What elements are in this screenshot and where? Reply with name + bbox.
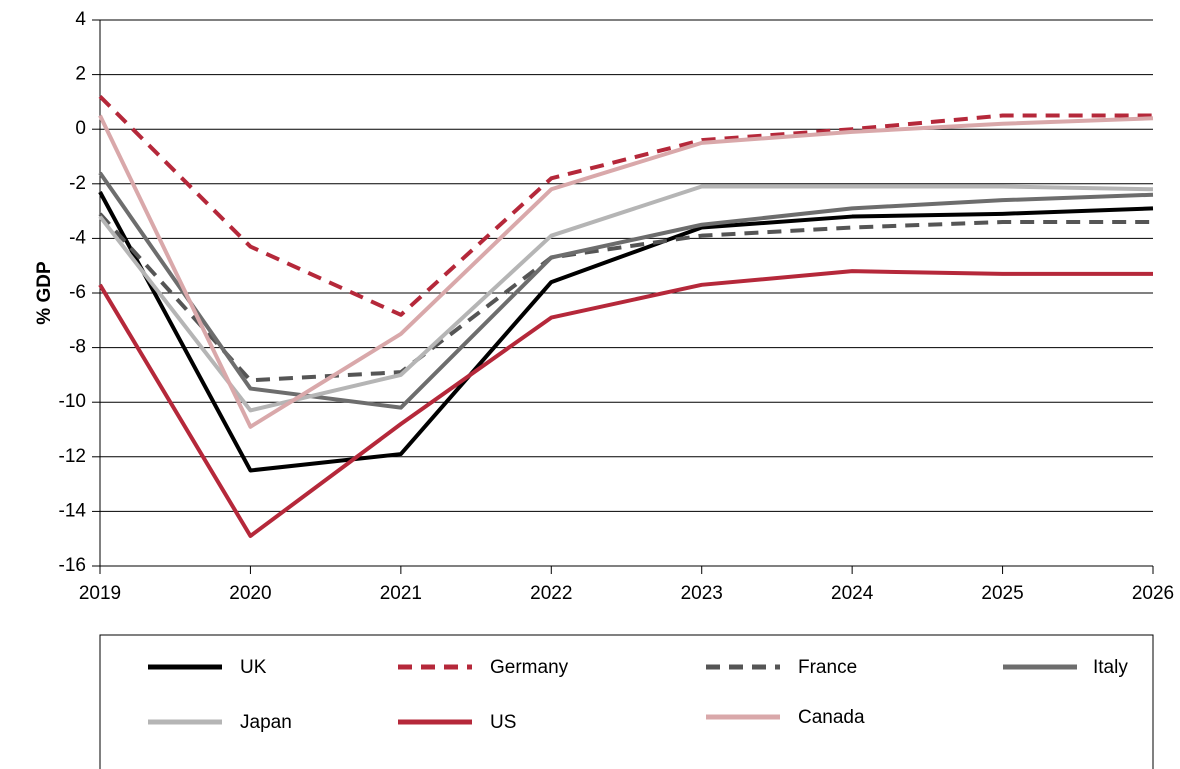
series-line bbox=[98, 184, 1154, 413]
legend-label: France bbox=[798, 657, 857, 678]
y-tick-label: -8 bbox=[69, 337, 86, 358]
y-tick-label: -14 bbox=[59, 500, 87, 521]
legend-label: Canada bbox=[798, 707, 865, 728]
y-tick-label: -16 bbox=[59, 555, 86, 576]
y-tick-label: 2 bbox=[75, 64, 86, 85]
x-tick-label: 2019 bbox=[79, 583, 121, 604]
legend-label: US bbox=[490, 712, 516, 733]
y-tick-label: -12 bbox=[59, 446, 86, 467]
y-tick-label: -4 bbox=[69, 227, 86, 248]
y-tick-label: -6 bbox=[69, 282, 86, 303]
x-tick-label: 2023 bbox=[681, 583, 723, 604]
y-tick-label: 4 bbox=[75, 9, 86, 30]
series-line bbox=[98, 171, 1154, 410]
series-line bbox=[98, 269, 1153, 538]
legend-box bbox=[99, 634, 1154, 769]
x-tick-label: 2026 bbox=[1132, 583, 1174, 604]
y-axis-label: % GDP bbox=[34, 261, 55, 325]
series-line bbox=[98, 95, 1153, 317]
y-tick-label: -2 bbox=[69, 173, 86, 194]
x-tick-label: 2022 bbox=[530, 583, 572, 604]
x-tick-label: 2024 bbox=[831, 583, 874, 604]
series-line bbox=[98, 114, 1154, 429]
legend-label: Japan bbox=[240, 712, 292, 733]
series-line bbox=[98, 212, 1153, 383]
legend-label: Germany bbox=[490, 657, 569, 678]
x-tick-label: 2020 bbox=[229, 583, 271, 604]
legend-label: UK bbox=[240, 657, 267, 678]
x-tick-label: 2021 bbox=[380, 583, 422, 604]
series-line bbox=[98, 191, 1154, 473]
y-tick-label: 0 bbox=[75, 118, 86, 139]
y-tick-label: -10 bbox=[59, 391, 86, 412]
legend-label: Italy bbox=[1093, 657, 1128, 678]
x-tick-label: 2025 bbox=[981, 583, 1023, 604]
